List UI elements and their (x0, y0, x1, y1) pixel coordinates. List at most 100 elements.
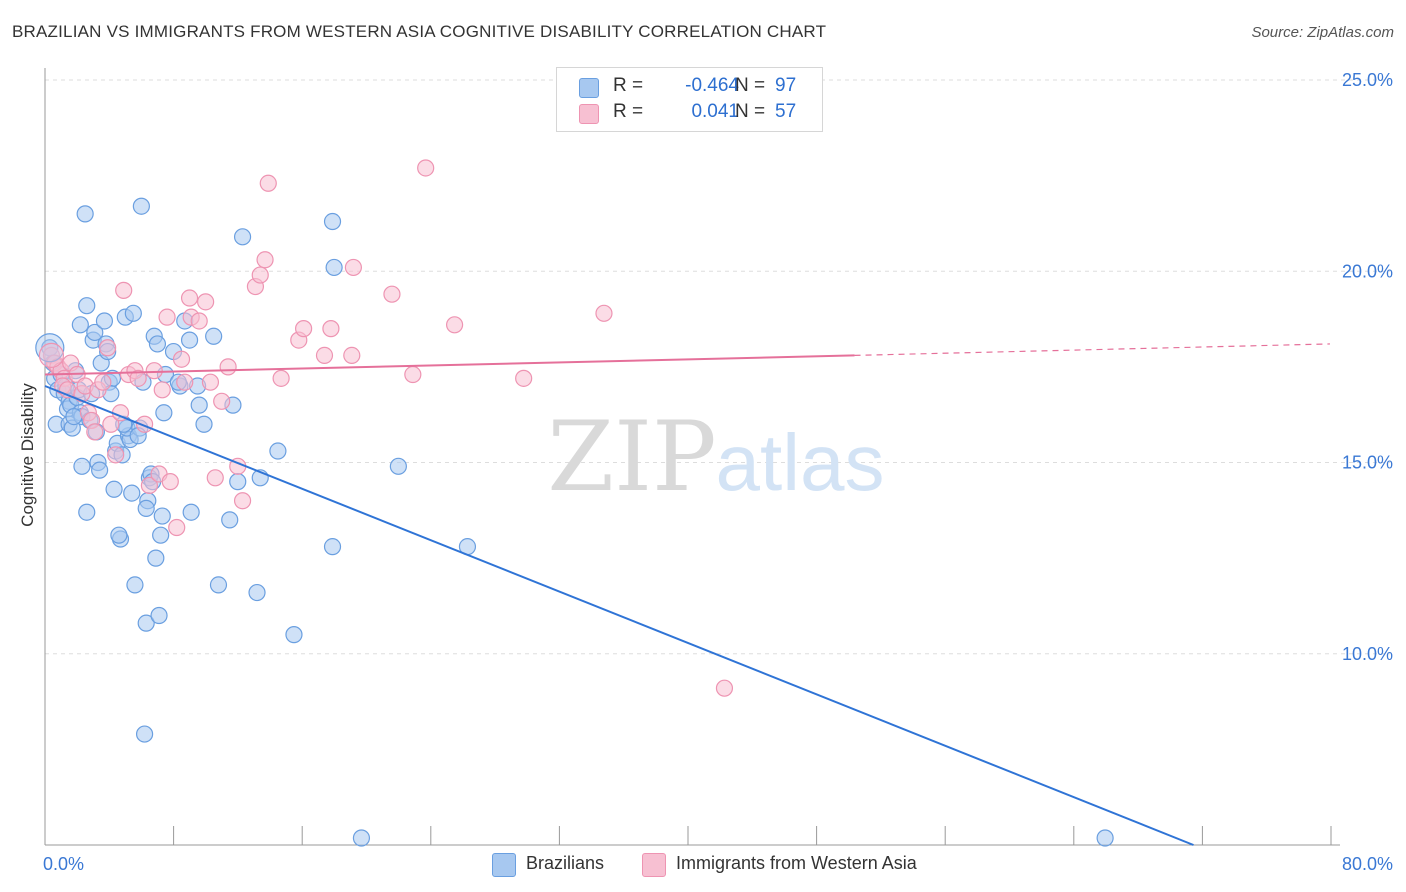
y-tick-label: 25.0% (1342, 70, 1393, 90)
western-asia-point (383, 285, 401, 303)
western-asia-point (115, 281, 133, 299)
brazilian-point (180, 331, 199, 349)
brazilians-legend-swatch (492, 853, 516, 877)
brazilian-point (135, 725, 154, 743)
watermark: ZIP atlas (547, 401, 884, 513)
western-asia-point (145, 362, 163, 380)
n-label: N = (735, 75, 766, 96)
brazilian-point (1096, 829, 1114, 847)
y-tick-label: 15.0% (1342, 453, 1393, 473)
x-tick-label-start: 0.0% (43, 854, 84, 874)
brazilian-point (95, 312, 114, 330)
western-asia-point (180, 289, 199, 307)
brazilian-point (190, 396, 208, 414)
western-asia-point (168, 518, 186, 537)
western-asia-point (315, 346, 334, 364)
western-asia-point (201, 373, 220, 391)
western-asia-trend-line (44, 354, 855, 376)
watermark-zip: ZIP (547, 401, 716, 513)
brazilian-point (389, 457, 407, 475)
brazilian-point (147, 549, 165, 567)
axes (44, 68, 1340, 846)
western-asia-point (158, 308, 176, 326)
western-asia-point (206, 469, 224, 487)
r-label: R = (613, 75, 644, 96)
western-asia-point (344, 258, 362, 277)
western-asia-point (94, 373, 112, 391)
y-tick-label: 20.0% (1342, 261, 1393, 281)
brazilian-point (323, 212, 342, 231)
brazilian-point (91, 461, 109, 479)
brazilian-point (285, 626, 303, 644)
brazilian-point (78, 297, 96, 315)
n-label: N = (735, 101, 766, 122)
western-asia-point (129, 369, 147, 387)
brazilian-point (148, 335, 167, 353)
stats-legend: R = -0.464 N = 97 R = 0.041 N = 57 (556, 67, 823, 132)
western-asia-point (343, 346, 361, 364)
brazilian-point (155, 404, 173, 422)
n-value: 57 (775, 101, 797, 122)
western-asia-point (595, 304, 613, 322)
brazilians-trend-line (44, 385, 1194, 846)
y-tick-label: 10.0% (1342, 644, 1393, 664)
western-asia-point (272, 369, 290, 387)
brazilian-point (182, 503, 200, 521)
western-asia-point (219, 358, 237, 376)
western-asia-legend-swatch (642, 853, 666, 877)
western-asia-point (417, 159, 435, 177)
western-asia-point-cluster (38, 342, 65, 368)
brazilian-point (323, 538, 342, 556)
brazilian-point (76, 205, 94, 223)
tick-labels: 10.0% 15.0% 20.0% 25.0% 0.0% 80.0% Cognitive D… (18, 70, 1393, 874)
brazilian-point (233, 228, 252, 246)
brazilian-point (65, 408, 83, 426)
western-asia-point (161, 473, 179, 491)
western-asia-point (322, 320, 340, 338)
data-points (35, 159, 1114, 847)
brazilian-point (110, 526, 128, 544)
source-label: Source: ZipAtlas.com (1251, 24, 1394, 41)
western-asia-point (259, 174, 277, 192)
brazilian-point (73, 457, 91, 475)
y-axis-label: Cognitive Disability (18, 383, 37, 527)
western-asia-point (515, 369, 533, 387)
n-value: 97 (775, 75, 797, 96)
brazilian-point (78, 503, 96, 521)
western-asia-point (256, 251, 274, 269)
brazilian-point (205, 327, 223, 345)
grid-lines (45, 79, 1390, 655)
r-value: -0.464 (685, 75, 739, 96)
western-asia-point (107, 446, 125, 464)
brazilian-point (195, 415, 213, 433)
brazilian-point-cluster (35, 333, 65, 363)
trend-lines (44, 343, 1331, 846)
brazilian-point (71, 316, 89, 334)
western-asia-point (99, 339, 117, 357)
watermark-atlas: atlas (716, 418, 885, 507)
r-value: 0.041 (691, 101, 739, 122)
brazilian-point (123, 484, 141, 502)
western-asia-point (404, 365, 422, 384)
brazilian-point (153, 507, 171, 525)
brazilians-swatch (579, 78, 599, 98)
western-asia-point (153, 381, 171, 399)
brazilian-point (126, 576, 144, 594)
x-tick-label-end: 80.0% (1342, 854, 1393, 874)
legend-label-brazilians: Brazilians (526, 853, 605, 873)
western-asia-swatch (579, 104, 599, 124)
brazilian-point (86, 323, 104, 342)
brazilian-point (229, 473, 247, 491)
western-asia-point (445, 316, 464, 334)
brazilian-point (248, 583, 266, 602)
western-asia-point (295, 320, 313, 338)
western-asia-point (140, 476, 159, 495)
western-asia-point (715, 679, 734, 697)
brazilian-point (152, 526, 170, 544)
brazilian-point (132, 197, 150, 215)
western-asia-point (233, 492, 252, 510)
brazilian-point (124, 304, 142, 322)
western-asia-point (213, 392, 231, 410)
brazilian-point (221, 511, 239, 529)
